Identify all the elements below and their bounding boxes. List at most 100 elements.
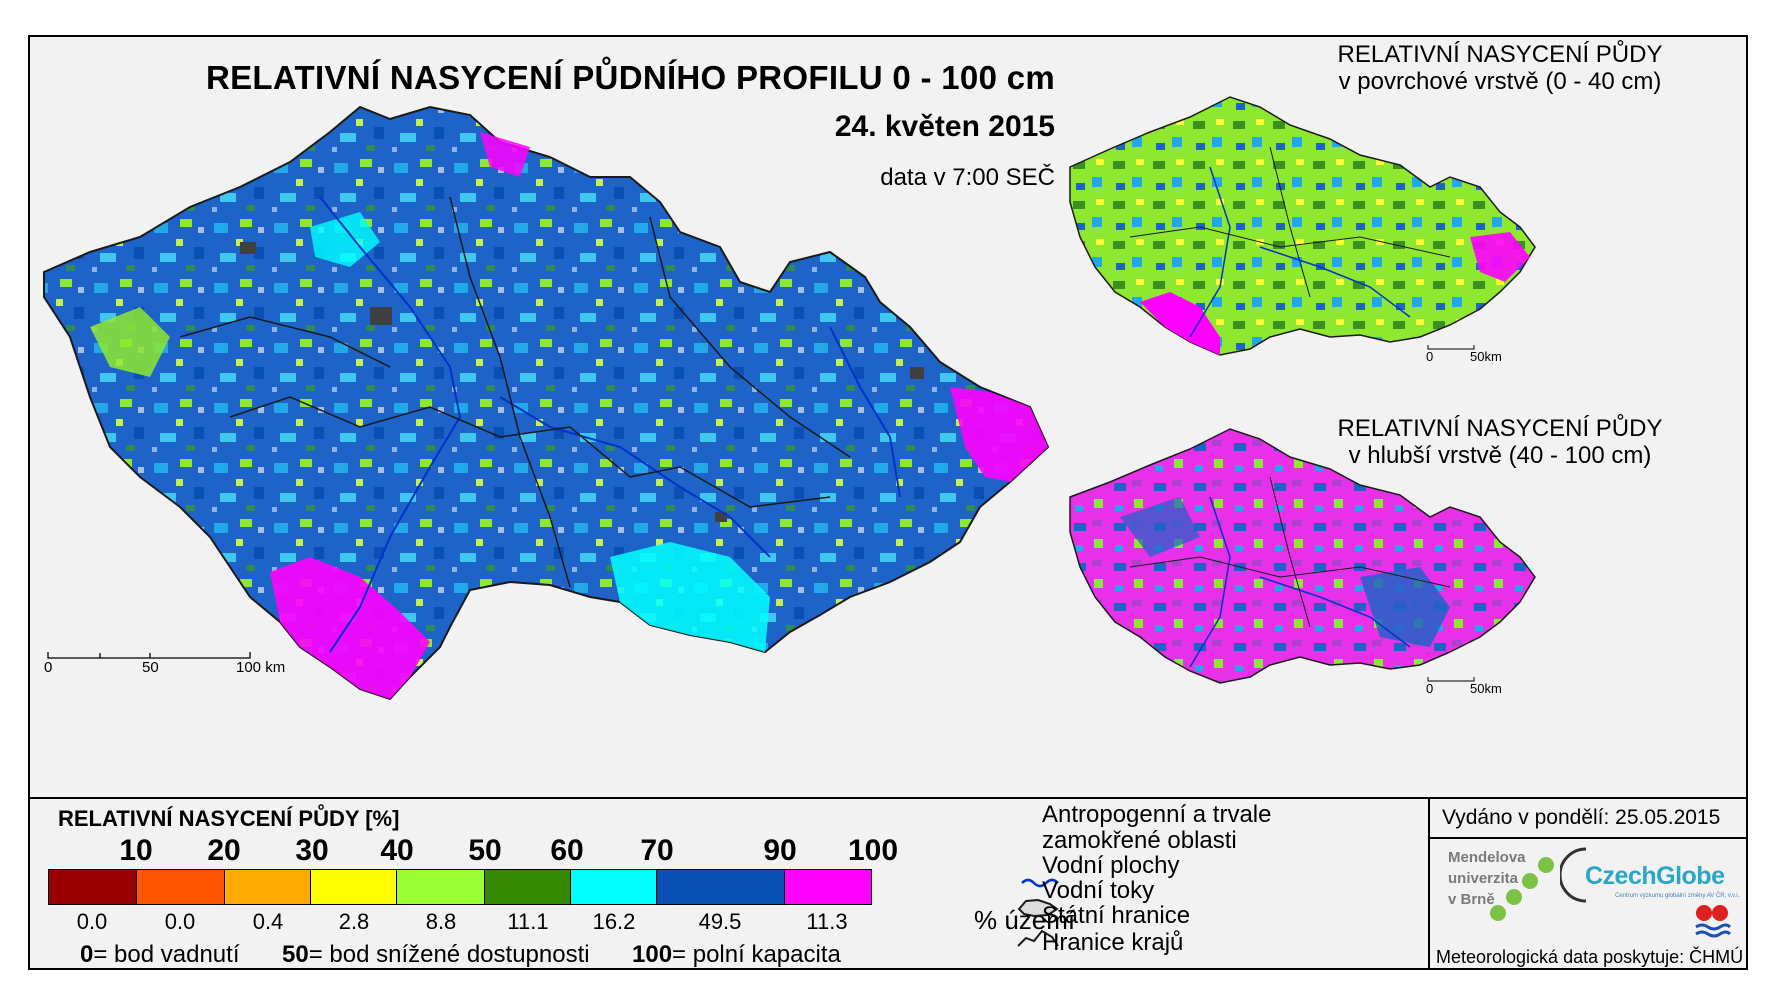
state-border-icon (1017, 898, 1059, 918)
water-course-icon (1021, 878, 1059, 888)
legend-anthropogenic-line1: Antropogenní a trvale (1042, 801, 1272, 828)
legend-anthropogenic-line2: zamokřené oblasti (1042, 827, 1237, 854)
mendel-line1: Mendelova (1448, 849, 1526, 866)
legend-pct-60-70: 16.2 (592, 909, 636, 934)
legend-pct-50-60: 11.1 (507, 909, 549, 934)
inset-surface-border (1129, 146, 1451, 298)
explain-num-0: 0 (80, 941, 94, 968)
explain-num-100: 100 (632, 941, 673, 968)
cyan-south (610, 542, 770, 652)
inset-surface-territory (1069, 96, 1536, 356)
legend-pct-70-90: 49.5 (698, 909, 742, 934)
legend-pct-40-50: 8.8 (425, 909, 457, 934)
chmu-logo-icon (1695, 905, 1732, 938)
legend-tick-70: 70 (640, 834, 674, 867)
legend-tick-30: 30 (295, 834, 329, 867)
czechglobe-arc-icon (1560, 847, 1587, 903)
main-map (43, 105, 1050, 701)
inset-deep-scale-50: 50km (1470, 681, 1502, 696)
inset-surface-map (1069, 96, 1536, 356)
river (319, 196, 462, 653)
legend-divider (1428, 799, 1430, 968)
colorbar-cell-10-20 (137, 870, 225, 904)
legend-tick-100: 100 (847, 834, 899, 867)
legend-pct-30-40: 2.8 (338, 909, 370, 934)
river (499, 396, 771, 558)
explain-text-50: = bod snížené dostupnosti (308, 941, 590, 968)
legend-region-border: Hranice krajů (1042, 929, 1184, 956)
explain-text-0: = bod vadnutí (93, 941, 240, 968)
magenta-south-west (270, 557, 430, 699)
legend-water-bodies: Vodní plochy (1042, 852, 1180, 879)
inset-surface-title: RELATIVNÍ NASYCENÍ PŮDY v povrchové vrst… (1225, 41, 1746, 95)
inset-surface-scale-0: 0 (1426, 349, 1434, 364)
inset-deep-map (1069, 428, 1536, 684)
main-scale-label-100: 100 km (236, 659, 286, 676)
inset-deep-title-line2: v hlubší vrstvě (40 - 100 cm) (1348, 442, 1652, 469)
main-scale-bar (47, 652, 251, 659)
region-border (649, 216, 851, 458)
legend-explain-100: 100= polní kapacita (632, 941, 841, 968)
anthropogenic-area (910, 367, 924, 379)
legend-state-border: Státní hranice (1042, 902, 1191, 929)
legend-panel: RELATIVNÍ NASYCENÍ PŮDY [%] 10 20 30 40 … (30, 797, 1746, 968)
inset-deep-title: RELATIVNÍ NASYCENÍ PŮDY v hlubší vrstvě … (1225, 415, 1746, 469)
inset-deep-scale (1427, 677, 1475, 682)
data-time: data v 7:00 SEČ (880, 164, 1055, 191)
legend-tick-10: 10 (119, 834, 153, 867)
legend-tick-60: 60 (550, 834, 584, 867)
region-border (179, 316, 391, 368)
mendel-dots-icon (1490, 857, 1554, 921)
legend-pct-90-100: 11.3 (806, 909, 848, 934)
region-border-icon (1017, 929, 1059, 947)
legend-anthropogenic: Antropogenní a trvale zamokřené oblasti (1042, 802, 1272, 854)
colorbar-cell-90-100 (785, 870, 871, 904)
mendel-university-logo: Mendelova univerzita v Brně (1448, 847, 1526, 910)
inset-surface-magenta (1470, 232, 1530, 282)
colorbar-cell-20-30 (225, 870, 311, 904)
magenta-north-east (480, 132, 530, 177)
green-west (90, 307, 170, 377)
inset-deep-border (1129, 476, 1451, 628)
map-canvas (43, 96, 1536, 701)
map-date: 24. květen 2015 (834, 110, 1055, 143)
czechglobe-subtitle: Centrum výzkumu globální změny AV ČR, v.… (1615, 893, 1740, 899)
czechglobe-logo: CzechGlobe (1585, 862, 1725, 890)
inset-surface-scale (1427, 345, 1475, 350)
inset-deep-title-line1: RELATIVNÍ NASYCENÍ PŮDY (1337, 415, 1663, 442)
inset-surface-scale-50: 50km (1470, 349, 1502, 364)
inset-deep-river (1189, 496, 1411, 668)
main-map-territory (43, 105, 1050, 701)
map-frame: RELATIVNÍ NASYCENÍ PŮDNÍHO PROFILU 0 - 1… (28, 35, 1748, 970)
colorbar-cell-30-40 (311, 870, 397, 904)
legend-water-courses: Vodní toky (1042, 877, 1155, 904)
mendel-line2: univerzita (1448, 870, 1519, 887)
colorbar-cell-70-90 (657, 870, 785, 904)
colorbar-cell-0-10 (49, 870, 137, 904)
legend-title: RELATIVNÍ NASYCENÍ PŮDY [%] (58, 806, 400, 831)
region-border (229, 396, 831, 508)
main-scale-label-50: 50 (142, 659, 159, 676)
inset-surface-river (1189, 166, 1411, 338)
colorbar-cell-60-70 (571, 870, 657, 904)
river (829, 326, 901, 498)
legend-tick-90: 90 (763, 834, 797, 867)
inset-surface-title-line2: v povrchové vrstvě (0 - 40 cm) (1338, 68, 1662, 95)
map-title: RELATIVNÍ NASYCENÍ PŮDNÍHO PROFILU 0 - 1… (205, 59, 1055, 96)
anthropogenic-area (715, 512, 727, 522)
anthropogenic-area (370, 307, 392, 325)
legend-tick-20: 20 (207, 834, 241, 867)
inset-deep-blue (1120, 497, 1200, 557)
main-scale-label-0: 0 (44, 659, 53, 676)
legend-divider-horizontal (1428, 837, 1746, 839)
meteorological-data-credit: Meteorologická data poskytuje: ČHMÚ (1436, 947, 1744, 967)
cyan-north (310, 212, 380, 267)
legend-tick-40: 40 (380, 834, 414, 867)
mendel-line3: v Brně (1448, 891, 1495, 908)
legend-explain-0: 0= bod vadnutí (80, 941, 240, 968)
issued-date: Vydáno v pondělí: 25.05.2015 (1442, 806, 1721, 829)
legend-colorbar (48, 869, 872, 905)
region-border (449, 196, 571, 588)
legend-explain-50: 50= bod snížené dostupnosti (282, 941, 590, 968)
explain-num-50: 50 (282, 941, 309, 968)
